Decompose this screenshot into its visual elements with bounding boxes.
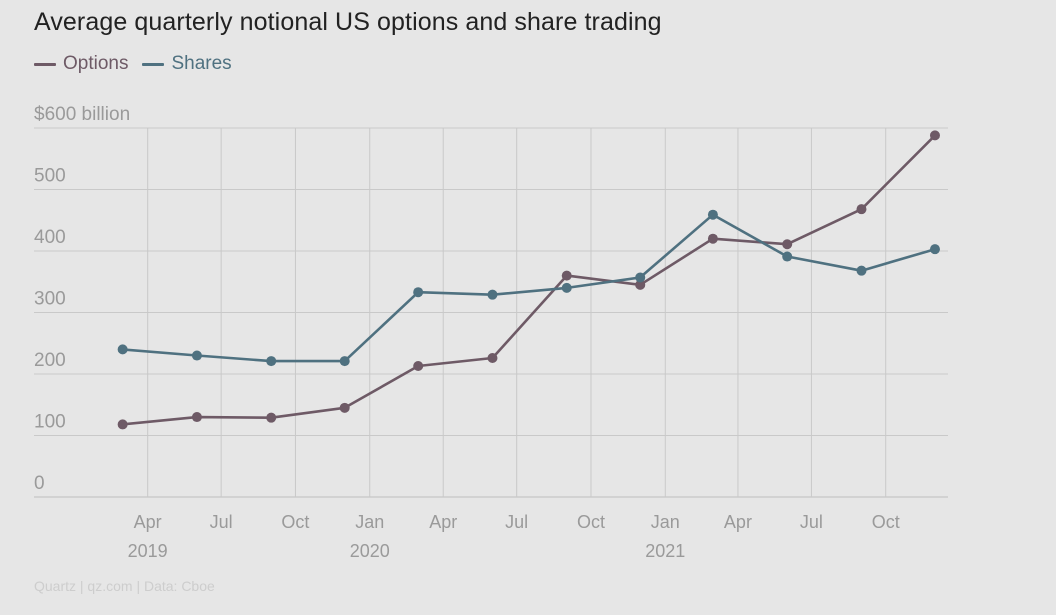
shares-data-point	[929, 244, 940, 255]
options-data-point	[635, 279, 646, 290]
x-tick-label: Jul	[505, 512, 528, 532]
x-tick-label: Oct	[577, 512, 605, 532]
x-tick-label: Jan	[651, 512, 680, 532]
x-tick-label: Apr	[429, 512, 457, 532]
chart-title: Average quarterly notional US options an…	[34, 8, 662, 36]
shares-data-point	[707, 209, 718, 220]
year-label: 2019	[128, 541, 168, 561]
legend: Options Shares	[34, 53, 232, 75]
legend-item-options: Options	[34, 53, 128, 75]
options-data-point	[413, 361, 424, 372]
x-tick-label: Apr	[724, 512, 752, 532]
legend-label-options: Options	[63, 53, 129, 74]
y-tick-label: 0	[34, 473, 45, 494]
x-tick-label: Oct	[281, 512, 309, 532]
y-tick-label: 300	[34, 289, 66, 310]
options-data-point	[929, 130, 940, 141]
shares-data-point	[339, 356, 350, 367]
shares-data-point	[191, 350, 202, 361]
legend-swatch-shares	[142, 62, 165, 66]
options-data-point	[856, 204, 867, 215]
shares-data-point	[856, 265, 867, 276]
shares-data-point	[782, 251, 793, 262]
source-credit: Quartz | qz.com | Data: Cboe	[34, 578, 215, 594]
shares-data-point	[561, 282, 572, 293]
y-tick-label: 400	[34, 227, 66, 248]
shares-data-point	[487, 289, 498, 300]
options-data-point	[191, 412, 202, 423]
y-tick-label: 500	[34, 166, 66, 187]
y-tick-label: 100	[34, 412, 66, 433]
options-data-point	[782, 239, 793, 250]
options-data-point	[707, 233, 718, 244]
options-data-point	[561, 270, 572, 281]
shares-data-point	[413, 287, 424, 298]
options-data-point	[487, 353, 498, 364]
options-series-line	[121, 134, 937, 426]
x-tick-label: Oct	[872, 512, 900, 532]
shares-data-point	[266, 356, 277, 367]
x-tick-label: Jan	[355, 512, 384, 532]
options-data-point	[266, 412, 277, 423]
legend-item-shares: Shares	[142, 53, 232, 75]
options-data-point	[117, 419, 128, 430]
legend-swatch-options	[34, 62, 56, 66]
x-tick-label: Jul	[800, 512, 823, 532]
y-tick-label: $600 billion	[34, 104, 130, 125]
x-tick-label: Jul	[210, 512, 233, 532]
legend-label-shares: Shares	[171, 53, 232, 74]
shares-data-point	[117, 344, 128, 355]
year-label: 2020	[350, 541, 390, 561]
x-tick-label: Apr	[134, 512, 162, 532]
shares-series-line	[121, 213, 937, 363]
shares-data-point	[635, 272, 646, 283]
options-data-point	[339, 402, 350, 413]
y-tick-label: 200	[34, 350, 66, 371]
year-label: 2021	[645, 541, 685, 561]
